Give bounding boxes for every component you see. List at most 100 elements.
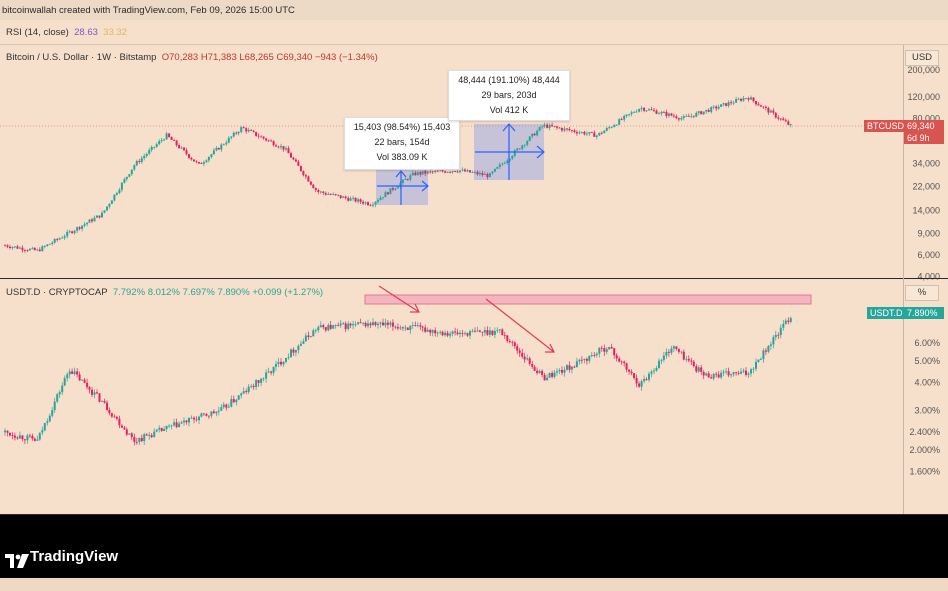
btc-candle-body [483, 174, 486, 175]
btc-candle-body [183, 147, 185, 151]
usdt-candle-body [163, 429, 166, 431]
chart-svg[interactable]: 2020Jul2021Jul2022Jul2023Jul2024Jul2025J… [0, 45, 948, 515]
btc-candle-body [155, 144, 158, 147]
btc-candle-body [113, 194, 116, 201]
usdt-candle-body [309, 336, 312, 337]
footer-bar: TradingView [0, 536, 948, 578]
btc-candle-body [193, 159, 195, 162]
btc-candle-body [578, 132, 581, 134]
usdt-candle-body [653, 370, 655, 372]
usdt-candle-body [180, 422, 183, 424]
usdt-candle-body [712, 373, 715, 379]
pane-divider[interactable] [0, 278, 948, 279]
btc-candle-body [173, 140, 176, 141]
btc-candle-body [379, 197, 382, 201]
brand-name[interactable]: TradingView [30, 548, 119, 565]
btc-candle-body [695, 112, 698, 117]
btc-candle-body [290, 153, 292, 158]
btc-candle-body [9, 246, 11, 248]
usdt-candle-body [26, 435, 29, 441]
btc-candle-body [220, 144, 223, 150]
usdt-legend[interactable]: USDT.D · CRYPTOCAP 7.792% 8.012% 7.697% … [6, 287, 323, 298]
usdt-candle-body [665, 351, 668, 356]
usdt-candle-body [115, 417, 118, 419]
usdt-candle-body [498, 329, 501, 331]
usdt-y-tick-label: 5.00% [914, 356, 940, 366]
usdt-candle-body [692, 361, 695, 367]
usdt-candle-body [784, 320, 787, 324]
btc-candle-body [456, 171, 459, 173]
btc-candle-body [409, 175, 412, 180]
btc-candle-body [404, 179, 407, 180]
btc-candle-body [548, 124, 551, 128]
usdt-candle-body [389, 322, 392, 325]
btc-candle-body [232, 132, 235, 137]
tradingview-logo-icon[interactable] [5, 550, 29, 572]
usdt-candle-body [757, 359, 760, 362]
btc-candle-body [558, 127, 561, 129]
measure-1-bars: 22 bars, 154d [374, 137, 430, 147]
btc-candle-body [643, 108, 646, 111]
usdt-candle-body [135, 441, 138, 443]
btc-candle-body [135, 161, 138, 166]
usdt-candle-body [434, 330, 437, 334]
usdt-candle-body [454, 331, 457, 333]
usdt-candle-body [583, 358, 586, 360]
usdt-candle-body [260, 378, 263, 383]
usdt-candle-body [640, 381, 643, 387]
usdt-percent-button[interactable]: % [905, 285, 939, 301]
usdt-candle-body [317, 327, 320, 331]
btc-candle-body [541, 126, 544, 128]
btc-candle-body [66, 231, 69, 237]
rsi-legend[interactable]: RSI (14, close) 28.63 33.32 [6, 27, 127, 38]
usdt-candle-body [170, 425, 173, 427]
chart-area[interactable]: 2020Jul2021Jul2022Jul2023Jul2024Jul2025J… [0, 45, 948, 515]
usdt-candle-body [93, 392, 96, 395]
btc-candle-body [382, 197, 384, 198]
bottom-strip [0, 578, 948, 591]
usdt-candle-body [359, 322, 362, 324]
usdt-candle-body [304, 335, 307, 342]
btc-currency-button[interactable]: USD [905, 50, 939, 66]
btc-legend[interactable]: Bitcoin / U.S. Dollar · 1W · Bitstamp O7… [6, 52, 378, 63]
usdt-candle-body [774, 334, 777, 338]
btc-candle-body [481, 173, 484, 175]
btc-candle-body [153, 146, 156, 148]
usdt-candle-body [745, 370, 747, 375]
rsi-value: 28.63 [74, 27, 98, 38]
btc-candle-body [767, 107, 770, 113]
btc-candle-body [561, 128, 563, 131]
btc-candle-body [546, 124, 549, 128]
btc-candle-body [543, 124, 546, 127]
usdt-candle-body [772, 337, 775, 345]
usdt-candle-body [655, 368, 658, 371]
btc-candle-body [692, 115, 695, 117]
usdt-y-axis: 8.00%6.00%5.00%4.00%3.00%2.400%2.000%1.6… [909, 310, 940, 477]
usdt-candle-body [198, 416, 200, 421]
btc-candle-body [764, 106, 767, 108]
usdt-candle-body [672, 346, 675, 349]
btc-candle-body [210, 154, 213, 157]
usdt-candle-body [483, 330, 486, 333]
btc-countdown-tag: 6d 9h [904, 132, 944, 144]
btc-candle-body [478, 173, 481, 175]
usdt-candle-body [613, 348, 616, 356]
usdt-candle-body [138, 438, 141, 442]
usdt-candle-body [88, 387, 91, 390]
usdt-candle-body [528, 358, 531, 364]
btc-candle-body [737, 99, 740, 100]
btc-candle-body [31, 247, 34, 249]
btc-candle-body [498, 164, 501, 167]
btc-candle-body [434, 170, 437, 172]
usdt-candle-body [200, 413, 203, 417]
usdt-candle-body [91, 389, 93, 395]
usdt-candle-body [620, 361, 623, 363]
usdt-candle-body [722, 371, 725, 373]
btc-candle-body [347, 198, 350, 201]
usdt-candle-body [406, 327, 409, 330]
btc-candle-body [735, 99, 738, 103]
btc-candle-body [125, 176, 128, 180]
usdt-candle-body [449, 333, 452, 336]
btc-candle-body [349, 198, 352, 201]
usdt-candle-body [401, 327, 404, 329]
